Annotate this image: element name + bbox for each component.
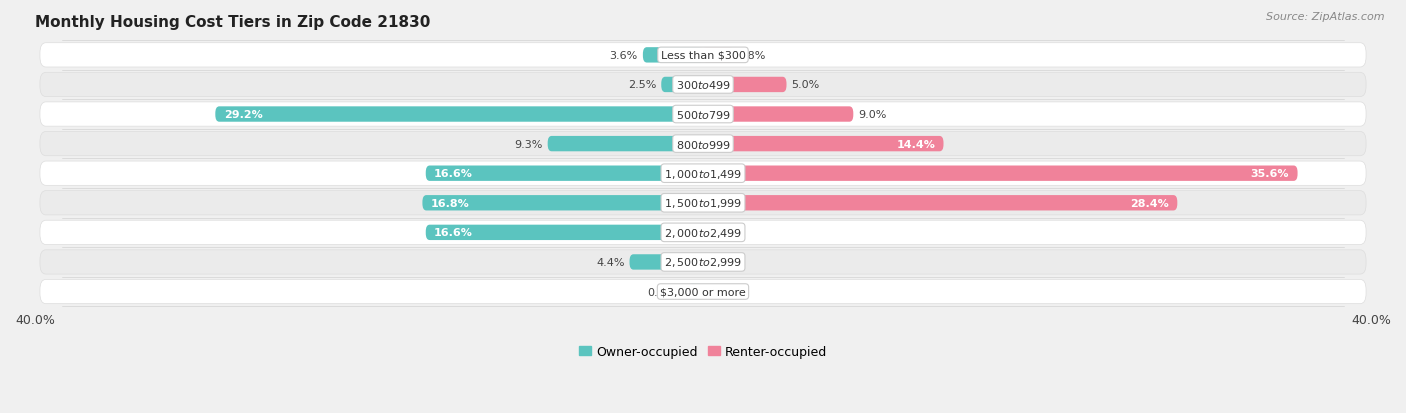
FancyBboxPatch shape	[39, 73, 1367, 97]
Text: 0.0%: 0.0%	[709, 287, 737, 297]
Text: 9.0%: 9.0%	[858, 110, 887, 120]
FancyBboxPatch shape	[215, 107, 703, 122]
FancyBboxPatch shape	[39, 161, 1367, 186]
Text: $3,000 or more: $3,000 or more	[661, 287, 745, 297]
Text: 16.8%: 16.8%	[430, 198, 470, 208]
FancyBboxPatch shape	[688, 284, 703, 299]
Legend: Owner-occupied, Renter-occupied: Owner-occupied, Renter-occupied	[574, 340, 832, 363]
Text: 0.0%: 0.0%	[709, 228, 737, 238]
Text: 5.0%: 5.0%	[792, 80, 820, 90]
Text: $500 to $799: $500 to $799	[675, 109, 731, 121]
FancyBboxPatch shape	[703, 137, 943, 152]
Text: 1.8%: 1.8%	[738, 51, 766, 61]
FancyBboxPatch shape	[39, 103, 1367, 127]
Text: 14.4%: 14.4%	[896, 139, 935, 149]
Text: 3.6%: 3.6%	[610, 51, 638, 61]
FancyBboxPatch shape	[703, 48, 733, 64]
FancyBboxPatch shape	[39, 250, 1367, 274]
Text: $2,500 to $2,999: $2,500 to $2,999	[664, 256, 742, 269]
Text: 16.6%: 16.6%	[434, 169, 472, 179]
FancyBboxPatch shape	[703, 78, 786, 93]
FancyBboxPatch shape	[703, 107, 853, 122]
FancyBboxPatch shape	[703, 166, 1298, 181]
Text: $1,500 to $1,999: $1,500 to $1,999	[664, 197, 742, 210]
FancyBboxPatch shape	[39, 221, 1367, 245]
Text: 28.4%: 28.4%	[1130, 198, 1168, 208]
FancyBboxPatch shape	[661, 78, 703, 93]
FancyBboxPatch shape	[426, 166, 703, 181]
FancyBboxPatch shape	[548, 137, 703, 152]
Text: $2,000 to $2,499: $2,000 to $2,499	[664, 226, 742, 239]
Text: 0.0%: 0.0%	[709, 257, 737, 267]
Text: Less than $300: Less than $300	[661, 51, 745, 61]
FancyBboxPatch shape	[630, 255, 703, 270]
Text: 0.91%: 0.91%	[647, 287, 683, 297]
Text: Monthly Housing Cost Tiers in Zip Code 21830: Monthly Housing Cost Tiers in Zip Code 2…	[35, 15, 430, 30]
FancyBboxPatch shape	[39, 44, 1367, 68]
Text: $300 to $499: $300 to $499	[675, 79, 731, 91]
Text: $800 to $999: $800 to $999	[675, 138, 731, 150]
FancyBboxPatch shape	[39, 280, 1367, 304]
FancyBboxPatch shape	[426, 225, 703, 240]
Text: 4.4%: 4.4%	[596, 257, 624, 267]
FancyBboxPatch shape	[39, 191, 1367, 216]
FancyBboxPatch shape	[643, 48, 703, 64]
FancyBboxPatch shape	[39, 132, 1367, 157]
Text: 16.6%: 16.6%	[434, 228, 472, 238]
Text: 29.2%: 29.2%	[224, 110, 263, 120]
FancyBboxPatch shape	[422, 196, 703, 211]
FancyBboxPatch shape	[703, 196, 1177, 211]
Text: $1,000 to $1,499: $1,000 to $1,499	[664, 167, 742, 180]
Text: 9.3%: 9.3%	[515, 139, 543, 149]
Text: 35.6%: 35.6%	[1251, 169, 1289, 179]
Text: Source: ZipAtlas.com: Source: ZipAtlas.com	[1267, 12, 1385, 22]
Text: 2.5%: 2.5%	[628, 80, 657, 90]
